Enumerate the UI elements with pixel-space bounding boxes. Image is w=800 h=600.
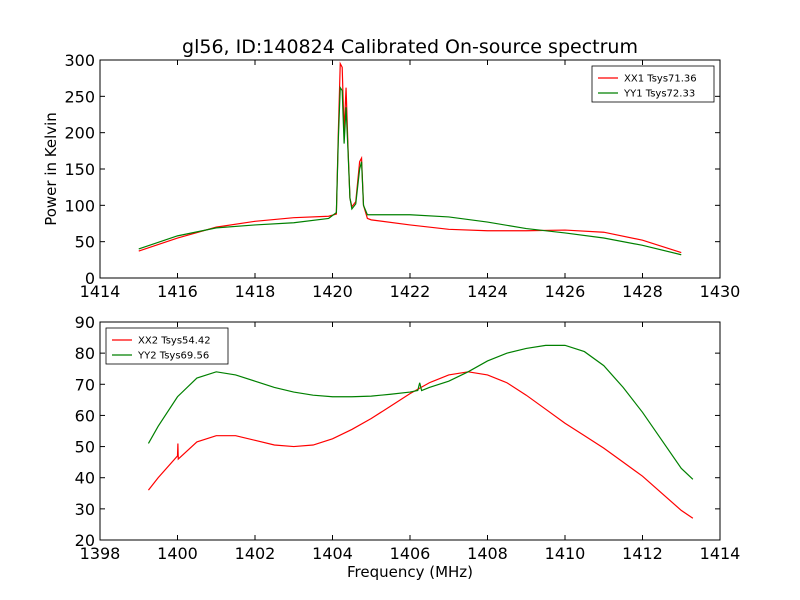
x-tick-label: 1398 xyxy=(80,544,121,563)
y-axis-label: Power in Kelvin xyxy=(42,112,60,226)
legend: XX2 Tsys54.42 YY2 Tsys69.56 xyxy=(105,327,229,365)
bottom-panel-xx2-yy2: 1398 1400 1402 1404 1406 1408 1410 1412 1414 20 30… xyxy=(75,313,741,581)
x-tick-label: 1420 xyxy=(312,282,353,301)
y-tick-label: 200 xyxy=(64,124,95,143)
y-tick-label: 30 xyxy=(75,500,95,519)
x-tick-label: 1430 xyxy=(700,282,741,301)
y-tick-label: 50 xyxy=(75,438,95,457)
y-tick-label: 250 xyxy=(64,87,95,106)
x-tick-label: 1414 xyxy=(700,544,741,563)
series-line-1-2 xyxy=(138,85,682,256)
y-tick-label: 0 xyxy=(85,269,95,288)
x-tick-label: 1400 xyxy=(157,544,198,563)
x-tick-label: 1426 xyxy=(545,282,586,301)
legend-label: YY1 Tsys72.33 xyxy=(623,89,695,100)
figure-title: gl56, ID:140824 Calibrated On-source spe… xyxy=(182,36,638,58)
legend: XX1 Tsys71.36 YY1 Tsys72.33 xyxy=(591,65,715,103)
series-line-2-1 xyxy=(147,371,694,519)
y-tick-label: 150 xyxy=(64,160,95,179)
y-tick-label: 300 xyxy=(64,51,95,70)
legend-label: XX1 Tsys71.36 xyxy=(624,74,697,85)
y-tick-label: 100 xyxy=(64,196,95,215)
y-tick-label: 50 xyxy=(75,233,95,252)
x-tick-label: 1424 xyxy=(467,282,508,301)
x-axis-label: Frequency (MHz) xyxy=(347,563,473,581)
legend-box xyxy=(105,327,229,365)
x-tick-label: 1404 xyxy=(312,544,353,563)
legend-label: YY2 Tsys69.56 xyxy=(137,351,209,362)
y-tick-label: 40 xyxy=(75,469,95,488)
x-tick-label: 1402 xyxy=(235,544,276,563)
y-tick-label: 20 xyxy=(75,531,95,550)
top-panel-xx1-yy1: 1414 1416 1418 1420 1422 1424 1426 1428 1430 0 50 1… xyxy=(42,51,740,301)
series-line-2-2 xyxy=(147,344,694,480)
x-tick-label: 1406 xyxy=(390,544,431,563)
x-tick-label: 1418 xyxy=(235,282,276,301)
y-tick-label: 80 xyxy=(75,344,95,363)
legend-label: XX2 Tsys54.42 xyxy=(138,336,211,347)
legend-box xyxy=(591,65,715,103)
y-tick-label: 60 xyxy=(75,406,95,425)
x-tick-label: 1414 xyxy=(80,282,121,301)
x-tick-label: 1410 xyxy=(545,544,586,563)
x-tick-label: 1412 xyxy=(622,544,663,563)
x-tick-label: 1422 xyxy=(390,282,431,301)
y-tick-label: 70 xyxy=(75,375,95,394)
x-tick-label: 1428 xyxy=(622,282,663,301)
y-tick-label: 90 xyxy=(75,313,95,332)
x-tick-label: 1416 xyxy=(157,282,198,301)
x-tick-label: 1408 xyxy=(467,544,508,563)
